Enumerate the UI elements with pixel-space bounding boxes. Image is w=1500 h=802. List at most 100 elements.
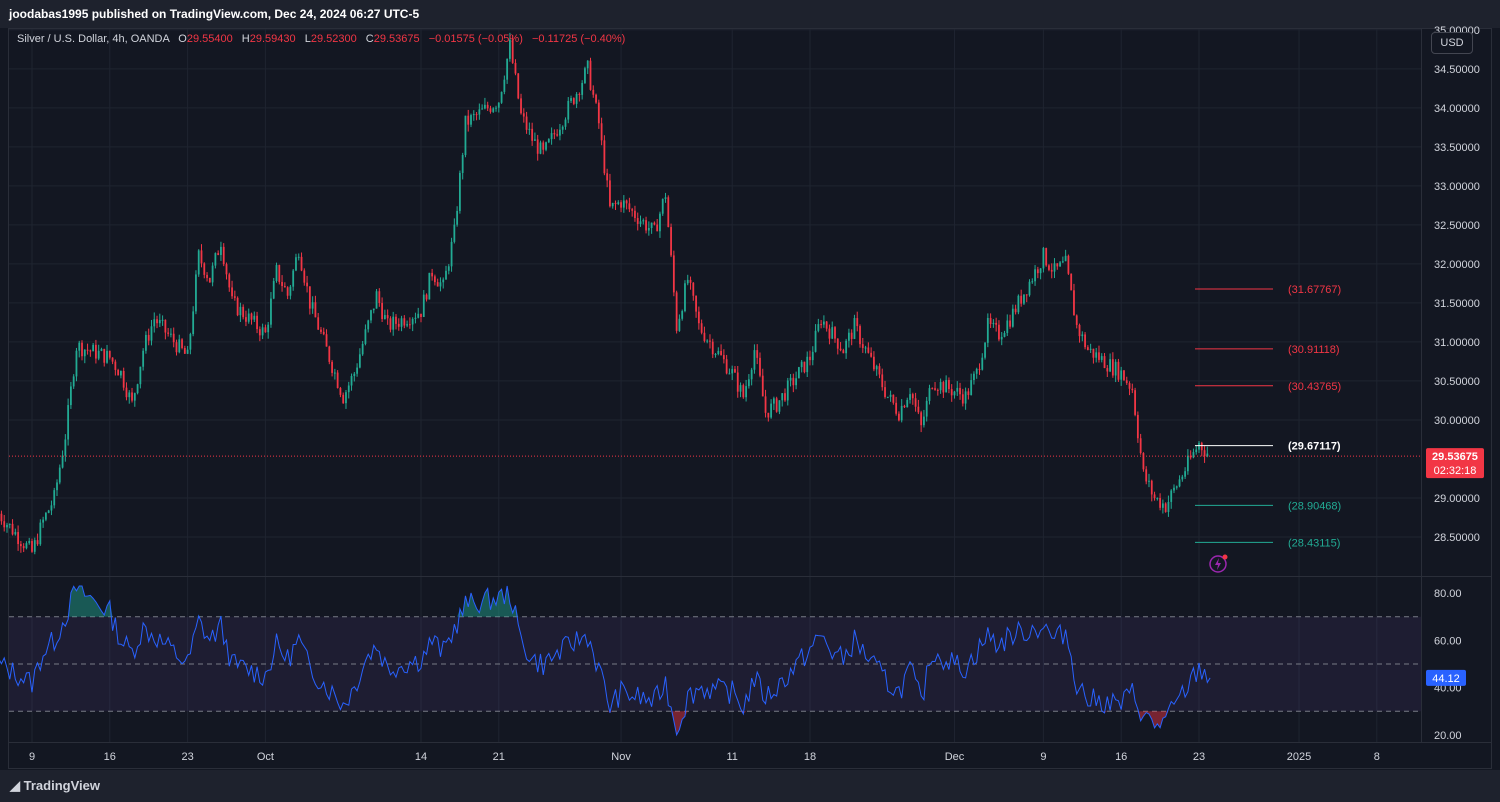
candle-body — [589, 60, 592, 90]
candle-body — [539, 142, 542, 154]
candle-body — [536, 139, 539, 154]
candle-body — [914, 398, 917, 407]
candle-body — [986, 317, 989, 343]
candle-body — [1200, 442, 1203, 451]
candle-body — [414, 317, 417, 319]
candle-body — [358, 354, 361, 368]
candle-body — [803, 361, 806, 373]
candle-body — [1189, 455, 1192, 458]
candle-body — [1000, 336, 1003, 340]
currency-button[interactable]: USD — [1431, 32, 1473, 54]
candle-body — [503, 79, 506, 92]
candle-body — [620, 202, 622, 208]
candle-body — [228, 274, 231, 288]
candle-body — [131, 392, 133, 401]
candle-body — [1023, 294, 1025, 304]
candle-body — [581, 82, 584, 95]
candle-body — [672, 255, 675, 293]
candle-body — [534, 139, 536, 141]
candle-body — [389, 318, 392, 330]
chart-frame[interactable] — [8, 28, 1492, 769]
candle-body — [989, 317, 992, 324]
candle-body — [614, 202, 617, 204]
candle-body — [784, 393, 786, 401]
candle-body — [553, 133, 556, 135]
time-tick-label: 23 — [1193, 751, 1205, 763]
candle-body — [575, 93, 578, 104]
candle-body — [545, 142, 547, 150]
candle-body — [42, 519, 45, 523]
candle-body — [1042, 248, 1045, 269]
bottom-bar: ◢ TradingView — [0, 770, 1500, 802]
candle-body — [472, 114, 475, 116]
candle-body — [447, 266, 450, 271]
candle-body — [1106, 368, 1109, 372]
candle-body — [19, 544, 22, 547]
candle-body — [842, 350, 845, 354]
candle-body — [425, 294, 428, 300]
time-tick-label: 11 — [726, 751, 737, 763]
price-tick-label: 29.00000 — [1434, 493, 1480, 505]
candle-body — [1092, 348, 1095, 358]
candle-body — [89, 350, 92, 352]
last-price-tag — [1426, 448, 1484, 479]
candle-body — [873, 356, 875, 370]
candle-body — [300, 256, 303, 271]
candle-body — [522, 113, 525, 117]
candle-body — [825, 321, 828, 329]
candle-body — [550, 133, 553, 140]
candle-body — [125, 387, 128, 398]
candle-body — [175, 342, 178, 353]
candle-body — [772, 398, 775, 404]
candle-body — [356, 367, 358, 374]
candle-body — [500, 91, 503, 103]
candle-body — [164, 319, 167, 333]
candle-body — [158, 320, 161, 324]
candle-body — [72, 376, 75, 387]
grid — [9, 29, 1491, 743]
level-label: (31.67767) — [1288, 284, 1341, 296]
candle-body — [178, 339, 181, 353]
candle-body — [703, 332, 706, 341]
candle-body — [1134, 390, 1136, 415]
candle-body — [361, 343, 364, 355]
candle-body — [189, 334, 192, 350]
levels: (31.67767) (30.91118) (30.43765) (29.67117)… — [9, 284, 1421, 549]
candle-body — [39, 522, 42, 545]
candle-body — [347, 385, 350, 393]
candle-body — [192, 311, 195, 335]
candle-body — [331, 361, 333, 373]
candle-body — [806, 356, 809, 373]
candle-body — [58, 467, 61, 483]
candle-body — [664, 197, 667, 200]
price-tick-label: 32.00000 — [1434, 259, 1480, 271]
high-value: 29.59430 — [249, 33, 296, 45]
candle-body — [395, 316, 397, 324]
candle-body — [603, 140, 606, 174]
alert-dot — [1222, 554, 1228, 560]
alert-icon[interactable] — [1209, 554, 1228, 573]
candle-body — [509, 39, 511, 59]
candle-body — [1145, 469, 1148, 482]
candle-body — [786, 380, 789, 401]
candle-body — [514, 62, 517, 74]
candle-body — [253, 315, 256, 320]
candle-body — [1045, 248, 1048, 266]
candle-body — [217, 253, 220, 255]
candle-body — [153, 319, 156, 327]
candle-body — [142, 350, 145, 367]
candle-body — [1198, 442, 1200, 450]
low-label: L — [304, 33, 311, 45]
candle-body — [245, 317, 247, 322]
candle-body — [1034, 269, 1036, 282]
candle-body — [486, 104, 489, 109]
candle-body — [567, 100, 570, 120]
low-value: 29.52300 — [310, 33, 357, 45]
candle-body — [33, 540, 36, 552]
candle-body — [400, 318, 403, 327]
rsi-tick-label: 80.00 — [1434, 588, 1462, 600]
candle-body — [572, 98, 575, 104]
candle-body — [25, 543, 28, 549]
candle-body — [1020, 295, 1023, 304]
